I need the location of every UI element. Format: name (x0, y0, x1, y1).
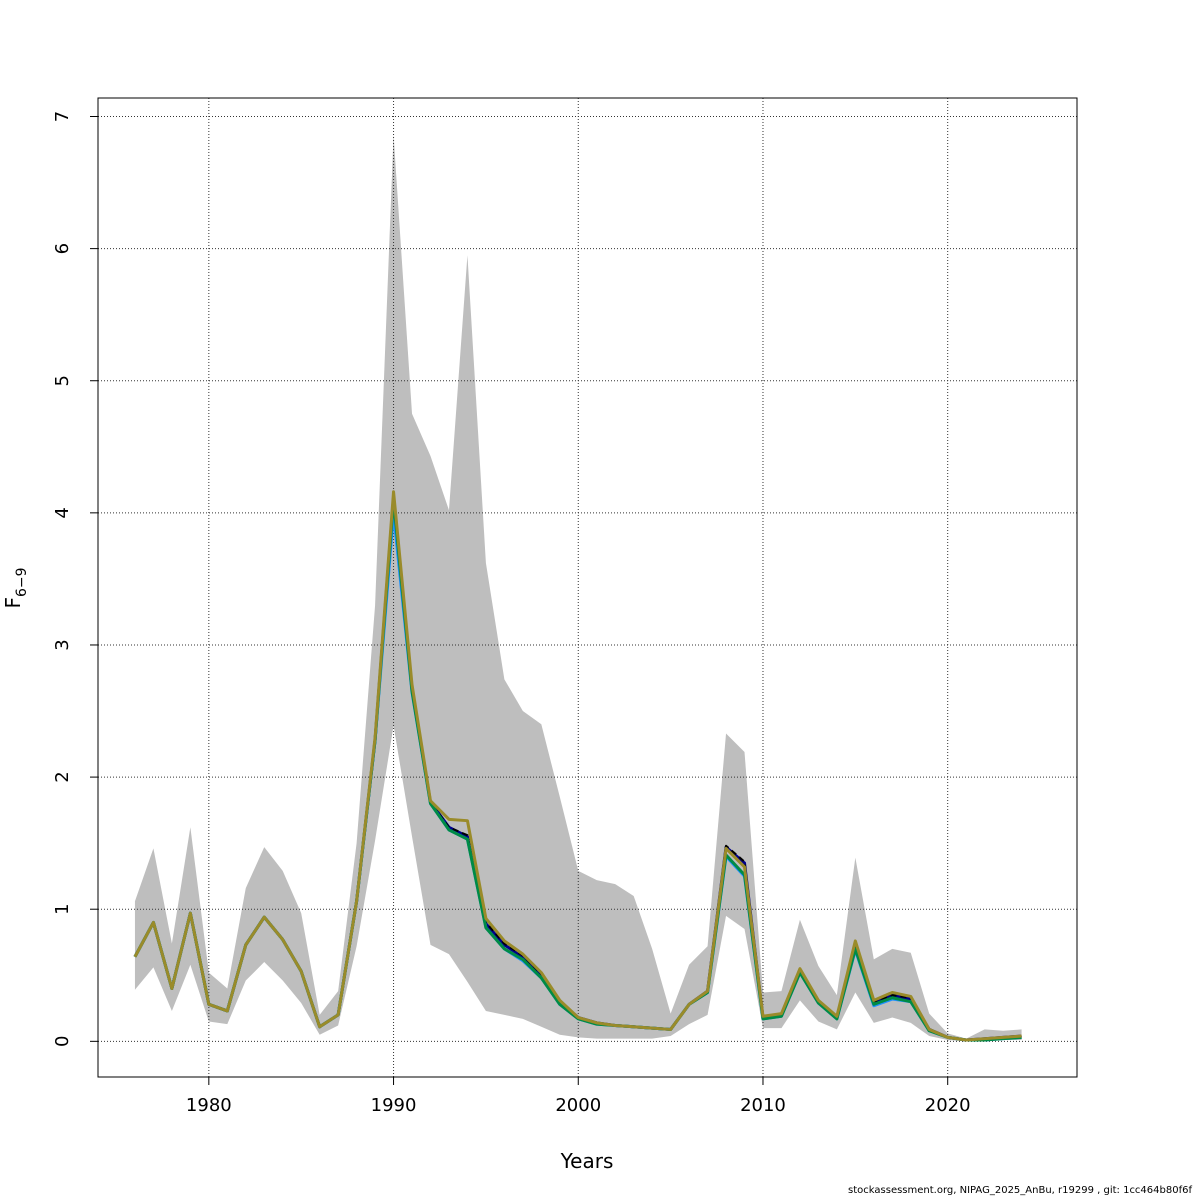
grid-layer (98, 98, 1077, 1077)
x-tick-label: 2020 (925, 1095, 971, 1116)
y-axis-title: F6−9 (1, 567, 30, 608)
x-tick-label: 1980 (186, 1095, 232, 1116)
x-tick-label: 1990 (371, 1095, 417, 1116)
axis-layer: 1980 1990 2000 2010 2020 0 1 2 3 4 5 6 7 (52, 111, 971, 1116)
y-tick-label: 5 (52, 375, 73, 386)
x-tick-label: 2000 (555, 1095, 601, 1116)
y-tick-label: 1 (52, 903, 73, 914)
x-tick-label: 2010 (740, 1095, 786, 1116)
series-layer (133, 490, 1022, 1042)
y-tick-label: 7 (52, 111, 73, 122)
y-tick-label: 6 (52, 243, 73, 254)
series-line-5 (133, 490, 1022, 1042)
y-axis-title-main: F (1, 597, 25, 609)
y-tick-label: 3 (52, 639, 73, 650)
plot-frame (97, 97, 1078, 1078)
y-tick-label: 0 (52, 1036, 73, 1047)
footer-credit: stockassessment.org, NIPAG_2025_AnBu, r1… (848, 1185, 1192, 1196)
y-tick-label: 4 (52, 507, 73, 518)
y-axis-title-subscript: 6−9 (14, 567, 30, 597)
y-tick-label: 2 (52, 771, 73, 782)
x-axis-title: Years (560, 1149, 614, 1173)
